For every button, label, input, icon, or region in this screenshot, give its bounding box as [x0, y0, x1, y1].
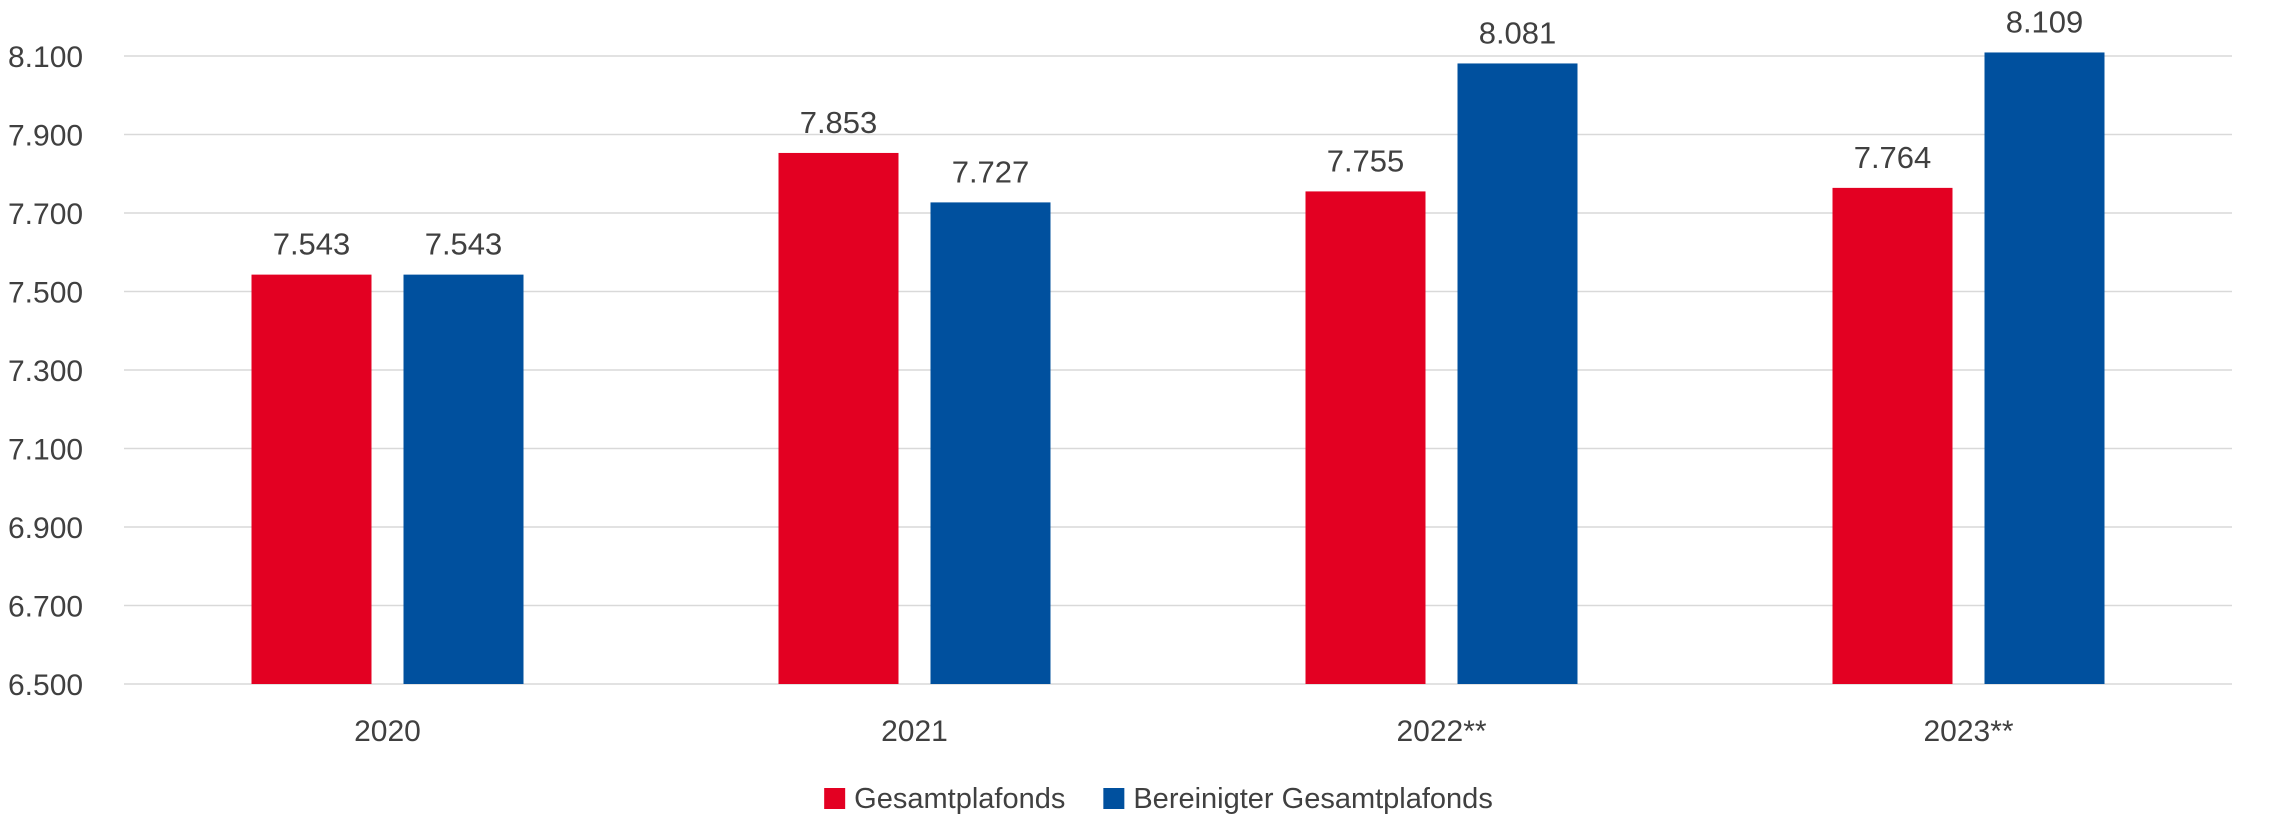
- legend-label: Gesamtplafonds: [854, 783, 1065, 815]
- bar-bereinigter-gesamtplafonds-3: [1984, 52, 2105, 684]
- data-label: 7.543: [425, 227, 503, 262]
- legend-label: Bereinigter Gesamtplafonds: [1133, 783, 1492, 815]
- data-label: 8.081: [1479, 15, 1557, 50]
- y-tick-label: 6.500: [8, 669, 83, 702]
- legend: Gesamtplafonds Bereinigter Gesamtplafonds: [824, 783, 1493, 815]
- bar-bereinigter-gesamtplafonds-1: [930, 202, 1051, 684]
- x-tick-label: 2020: [354, 715, 421, 748]
- data-label: 7.764: [1854, 140, 1932, 175]
- data-labels: 7.543 7.543 7.853 7.727 7.755 8.081 7.764 8.109: [273, 4, 2084, 261]
- data-label: 8.109: [2006, 4, 2084, 39]
- y-tick-label: 7.700: [8, 198, 83, 231]
- bar-gesamtplafonds-2: [1305, 191, 1426, 684]
- y-tick-label: 6.700: [8, 591, 83, 624]
- data-label: 7.727: [952, 154, 1030, 189]
- data-label: 7.853: [800, 105, 878, 140]
- legend-swatch: [1103, 788, 1125, 809]
- y-tick-label: 7.900: [8, 120, 83, 153]
- bar-bereinigter-gesamtplafonds-2: [1457, 63, 1578, 684]
- bar-gesamtplafonds-0: [251, 274, 372, 684]
- bar-bereinigter-gesamtplafonds-0: [403, 274, 524, 684]
- x-axis-ticks: 2020 2021 2022** 2023**: [354, 715, 2014, 748]
- bar-gesamtplafonds-1: [778, 152, 899, 684]
- x-tick-label: 2022**: [1396, 715, 1486, 748]
- y-tick-label: 8.100: [8, 41, 83, 74]
- y-axis-ticks: 6.500 6.700 6.900 7.100 7.300 7.500 7.700 7.900…: [8, 41, 83, 702]
- legend-item: Gesamtplafonds: [824, 783, 1065, 815]
- y-tick-label: 7.500: [8, 277, 83, 310]
- y-tick-label: 6.900: [8, 512, 83, 545]
- bar-gesamtplafonds-3: [1832, 187, 1953, 684]
- legend-item: Bereinigter Gesamtplafonds: [1103, 783, 1493, 815]
- bars: [251, 52, 2105, 684]
- legend-swatch: [824, 788, 846, 809]
- x-tick-label: 2023**: [1923, 715, 2013, 748]
- y-tick-label: 7.300: [8, 355, 83, 388]
- y-tick-label: 7.100: [8, 434, 83, 467]
- data-label: 7.755: [1327, 143, 1405, 178]
- data-label: 7.543: [273, 227, 351, 262]
- x-tick-label: 2021: [881, 715, 948, 748]
